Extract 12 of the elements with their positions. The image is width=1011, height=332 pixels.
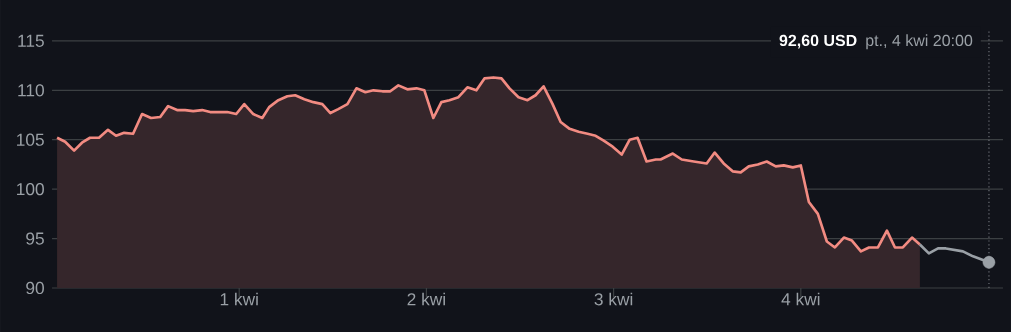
y-tick-label: 105	[17, 133, 44, 146]
x-tick-label: 2 kwi	[407, 292, 445, 306]
annotation: 92,60 USD	[779, 34, 857, 49]
annotation: pt., 4 kwi 20:00	[866, 34, 973, 50]
x-tick-label: 1 kwi	[220, 292, 258, 306]
y-tick-label: 110	[18, 84, 44, 97]
x-tick-label: 3 kwi	[594, 292, 633, 306]
y-tick-label: 90	[26, 281, 44, 295]
y-tick-label: 100	[17, 183, 44, 196]
y-tick-label: 95	[26, 232, 44, 245]
y-tick-label: 115	[18, 34, 44, 47]
x-tick-label: 4 kwi	[781, 292, 820, 306]
